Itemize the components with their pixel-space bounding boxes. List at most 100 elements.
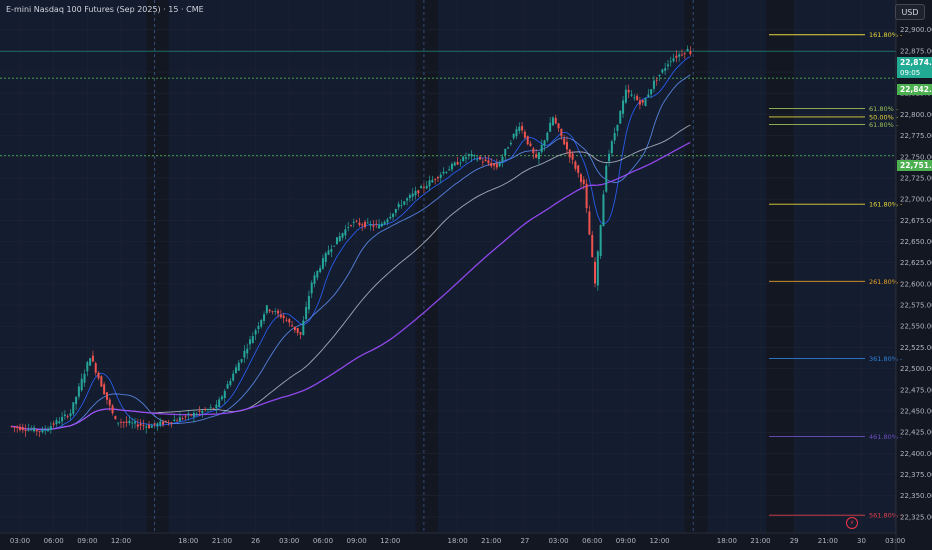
candle-body: [507, 147, 510, 149]
candle-body: [218, 399, 221, 407]
candle-body: [125, 421, 128, 423]
price-tick-label: 22,575.00: [900, 302, 932, 310]
price-tick-label: 22,425.00: [900, 429, 932, 437]
price-tick-label: 22,450.00: [900, 407, 932, 415]
price-tick-label: 22,700.00: [900, 196, 932, 204]
candle-body: [274, 311, 277, 312]
candle-body: [411, 193, 414, 197]
dark-session-band: [684, 0, 708, 533]
candle-body: [100, 376, 103, 387]
price-tick-label: 22,600.00: [900, 280, 932, 288]
fib-extension-levels[interactable]: 161.80% - 61.80% -50.00% -61.80% - 161.80%…: [769, 31, 903, 520]
candle-body: [335, 237, 338, 245]
lightning-icon[interactable]: ⚡: [846, 517, 858, 529]
price-tick-label: 22,325.00: [900, 513, 932, 521]
candle-body: [619, 110, 622, 124]
time-tick-label: 18:00: [447, 537, 467, 545]
time-tick-label: 03:00: [885, 537, 905, 545]
candle-body: [442, 171, 445, 174]
level-price-tag: 22,842.75: [897, 84, 932, 95]
candle-body: [498, 162, 501, 167]
candle-body: [563, 138, 566, 145]
candle-body: [178, 417, 181, 422]
candle-body: [551, 117, 554, 126]
symbol-title[interactable]: E-mini Nasdaq 100 Futures (Sep 2025) · 1…: [6, 5, 204, 14]
time-tick-label: 12:00: [380, 537, 400, 545]
candle-body: [243, 350, 246, 358]
price-axis[interactable]: 22,900.0022,875.0022,850.0022,825.0022,8…: [900, 26, 932, 521]
price-levels: [0, 50, 896, 157]
candle-body: [661, 69, 664, 73]
candle-body: [389, 216, 392, 219]
candle-body: [167, 422, 170, 424]
candle-body: [170, 422, 173, 424]
candle-body: [532, 148, 535, 154]
time-tick-label: 06:00: [313, 537, 333, 545]
price-tick-label: 22,750.00: [900, 153, 932, 161]
candle-body: [655, 79, 658, 81]
session-dividers: [154, 0, 694, 533]
time-tick-label: 26: [251, 537, 260, 545]
candle-body: [212, 407, 215, 409]
candle-body: [55, 420, 58, 425]
candle-body: [307, 295, 310, 310]
candle-body: [299, 332, 302, 335]
fib-level-label: 561.80% -: [869, 512, 903, 520]
price-tick-label: 22,375.00: [900, 471, 932, 479]
candle-body: [80, 378, 83, 391]
candle-body: [159, 421, 162, 426]
candle-body: [226, 384, 229, 389]
candle-body: [453, 162, 456, 166]
candle-body: [664, 68, 667, 71]
candle-body: [540, 144, 543, 153]
candle-body: [372, 224, 375, 227]
candlesticks[interactable]: [10, 45, 692, 438]
candle-body: [249, 339, 252, 345]
grid-lines: [0, 0, 896, 533]
candle-body: [582, 179, 585, 184]
currency-selector[interactable]: USD: [895, 4, 925, 20]
candle-body: [347, 227, 350, 229]
candle-body: [464, 157, 467, 159]
candle-body: [380, 223, 383, 227]
candle-body: [689, 51, 692, 55]
candle-body: [641, 100, 644, 103]
candle-body: [436, 177, 439, 179]
candle-body: [16, 426, 19, 428]
time-tick-label: 18:00: [178, 537, 198, 545]
candle-body: [19, 426, 21, 431]
candle-body: [77, 386, 80, 397]
price-tick-label: 22,650.00: [900, 238, 932, 246]
candle-body: [414, 190, 417, 196]
candle-body: [198, 410, 201, 412]
candle-body: [666, 64, 669, 67]
candle-body: [479, 156, 482, 160]
candle-body: [220, 396, 223, 400]
candle-body: [591, 234, 594, 258]
candle-body: [145, 426, 148, 428]
candle-body: [529, 143, 532, 146]
candle-body: [206, 409, 209, 411]
candle-body: [403, 201, 406, 205]
candle-body: [105, 392, 108, 400]
fib-level-label: 361.80% -: [869, 355, 903, 363]
candle-body: [119, 421, 122, 423]
fib-level-label: 261.80% -: [869, 278, 903, 286]
candle-body: [658, 74, 661, 76]
fib-level-label: 61.80% -: [869, 105, 899, 113]
candle-body: [131, 422, 134, 424]
candle-body: [234, 367, 237, 374]
price-tick-label: 22,625.00: [900, 259, 932, 267]
candle-body: [467, 154, 470, 156]
candle-body: [378, 224, 381, 229]
time-axis[interactable]: 03:00 06:00 09:00 12:00 18:00 21:00 26 03:00 06:…: [10, 537, 905, 545]
candle-body: [518, 126, 521, 131]
candle-body: [672, 58, 675, 62]
candle-body: [622, 100, 625, 114]
candle-body: [470, 154, 473, 157]
candle-body: [557, 123, 560, 129]
candle-body: [251, 336, 254, 344]
candle-body: [355, 220, 358, 222]
